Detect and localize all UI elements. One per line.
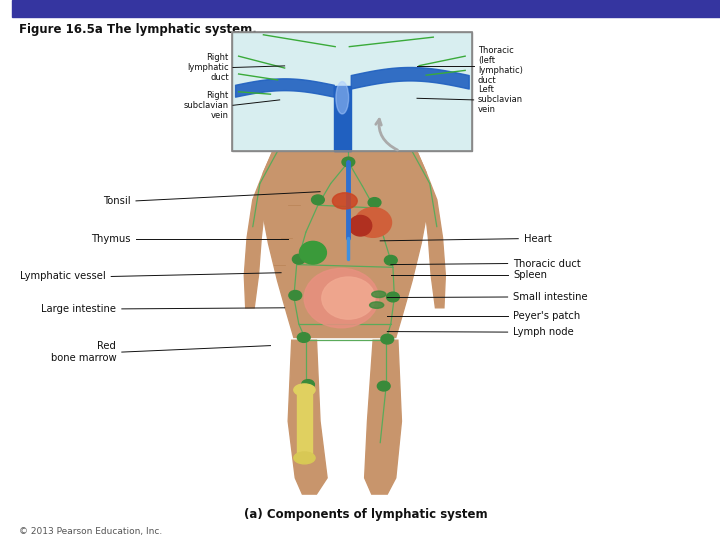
Ellipse shape xyxy=(294,452,315,464)
Text: Thymus: Thymus xyxy=(91,234,130,244)
Polygon shape xyxy=(288,340,327,494)
Circle shape xyxy=(381,334,394,344)
Text: Figure 16.5a The lymphatic system.: Figure 16.5a The lymphatic system. xyxy=(19,23,257,36)
Circle shape xyxy=(387,292,400,302)
Bar xyxy=(297,392,312,456)
Ellipse shape xyxy=(369,302,384,308)
Text: Tonsil: Tonsil xyxy=(103,196,130,206)
Circle shape xyxy=(289,291,302,300)
Ellipse shape xyxy=(319,75,371,118)
Bar xyxy=(334,86,351,151)
Circle shape xyxy=(342,157,355,167)
Polygon shape xyxy=(403,140,446,308)
Polygon shape xyxy=(261,127,428,338)
Ellipse shape xyxy=(349,215,372,236)
Text: Lymph node: Lymph node xyxy=(513,327,574,337)
Text: Red
bone marrow: Red bone marrow xyxy=(50,341,116,363)
Text: Thoracic duct: Thoracic duct xyxy=(513,259,581,268)
Text: Lymphatic vessel: Lymphatic vessel xyxy=(19,272,106,281)
Ellipse shape xyxy=(294,384,315,396)
Text: Peyer's patch: Peyer's patch xyxy=(513,311,580,321)
Ellipse shape xyxy=(322,277,375,319)
Circle shape xyxy=(312,195,324,205)
Text: © 2013 Pearson Education, Inc.: © 2013 Pearson Education, Inc. xyxy=(19,528,163,536)
Ellipse shape xyxy=(372,291,386,298)
Ellipse shape xyxy=(336,82,348,114)
Circle shape xyxy=(292,254,305,264)
Polygon shape xyxy=(323,111,366,129)
Text: Thoracic
(left
lymphatic)
duct: Thoracic (left lymphatic) duct xyxy=(478,46,523,85)
Ellipse shape xyxy=(333,193,357,209)
Polygon shape xyxy=(244,140,287,308)
Circle shape xyxy=(368,198,381,207)
Bar xyxy=(232,32,472,151)
Ellipse shape xyxy=(320,63,381,102)
Text: Left
subclavian
vein: Left subclavian vein xyxy=(478,85,523,114)
Circle shape xyxy=(297,333,310,342)
Circle shape xyxy=(377,381,390,391)
Bar xyxy=(232,32,472,151)
Bar xyxy=(12,0,720,17)
Circle shape xyxy=(320,118,338,131)
Ellipse shape xyxy=(355,207,392,238)
Text: Spleen: Spleen xyxy=(513,271,547,280)
Circle shape xyxy=(384,255,397,265)
Polygon shape xyxy=(352,68,408,108)
Ellipse shape xyxy=(304,268,379,328)
Bar xyxy=(325,186,364,211)
Text: (a) Components of lymphatic system: (a) Components of lymphatic system xyxy=(244,508,488,521)
Text: Heart: Heart xyxy=(524,234,552,244)
Polygon shape xyxy=(364,340,402,494)
Text: Right
subclavian
vein: Right subclavian vein xyxy=(184,91,229,120)
Text: Small intestine: Small intestine xyxy=(513,292,588,302)
Ellipse shape xyxy=(320,69,377,117)
Text: Large intestine: Large intestine xyxy=(41,304,116,314)
Ellipse shape xyxy=(300,241,326,264)
Text: Right
lymphatic
duct: Right lymphatic duct xyxy=(187,53,229,82)
Circle shape xyxy=(302,380,315,389)
